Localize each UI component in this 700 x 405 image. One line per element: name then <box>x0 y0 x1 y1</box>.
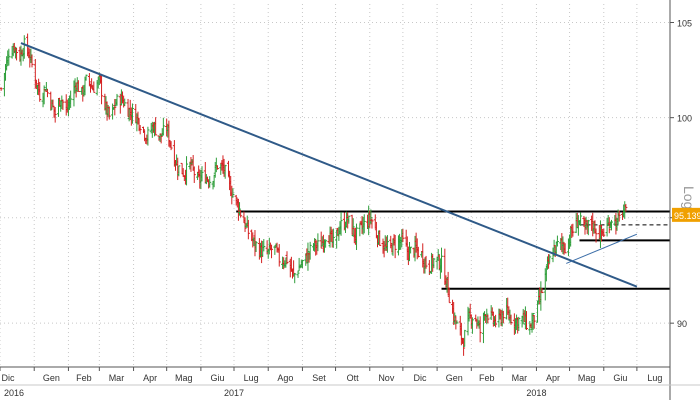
x-tick-label: Mar <box>109 373 125 383</box>
x-tick-label: Lug <box>647 373 662 383</box>
x-tick-label: Set <box>312 373 326 383</box>
trendlines <box>21 43 637 287</box>
x-tick-label: Lug <box>244 373 259 383</box>
year-label: 2016 <box>4 388 24 398</box>
x-tick-label: Mag <box>175 373 193 383</box>
year-label: 2018 <box>526 388 546 398</box>
x-tick-label: Feb <box>76 373 92 383</box>
log-scale-label: Log <box>681 186 697 209</box>
x-tick-label: Apr <box>143 373 157 383</box>
x-tick-label: Dic <box>413 373 426 383</box>
x-tick-label: Mag <box>578 373 596 383</box>
x-tick-label: Nov <box>378 373 395 383</box>
y-tick-label: 100 <box>677 114 692 124</box>
descending-trendline <box>21 43 637 287</box>
x-tick-label: Giu <box>613 373 627 383</box>
last-price-label: 95.139 <box>674 211 700 221</box>
y-tick-label: 105 <box>677 18 692 28</box>
axis-labels: 90 100 105 Log 95.139 Dic Gen Feb Mar Apr Mag Giu Lu… <box>2 18 700 398</box>
x-tick-label: Feb <box>479 373 495 383</box>
level-lines <box>236 212 670 289</box>
gridlines <box>0 4 670 367</box>
x-tick-label: Ott <box>347 373 360 383</box>
x-tick-label: Giu <box>210 373 224 383</box>
price-bars <box>0 34 627 356</box>
x-tick-label: Mar <box>512 373 528 383</box>
x-tick-label: Ago <box>277 373 293 383</box>
x-tick-label: Dic <box>2 373 15 383</box>
x-tick-label: Gen <box>43 373 60 383</box>
y-tick-label: 90 <box>677 319 687 329</box>
year-label: 2017 <box>224 388 244 398</box>
x-tick-label: Gen <box>446 373 463 383</box>
x-tick-label: Apr <box>546 373 560 383</box>
